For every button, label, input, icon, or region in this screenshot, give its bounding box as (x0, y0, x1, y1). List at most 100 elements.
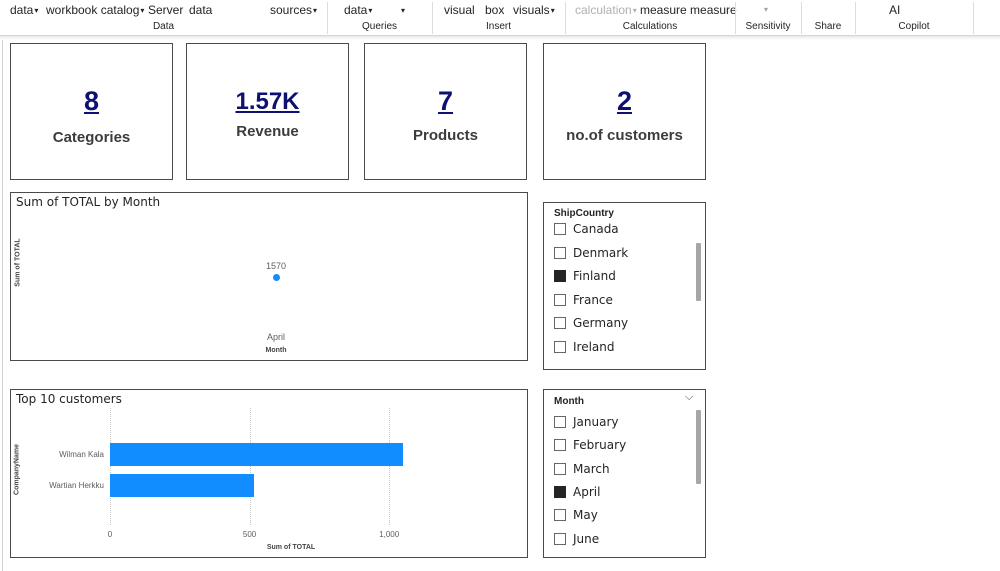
ribbon-shadow (0, 36, 1000, 40)
slicer-item-label: Denmark (573, 245, 629, 260)
chevron-down-icon: ▾ (550, 6, 555, 15)
checkbox-icon[interactable] (554, 317, 566, 329)
x-tick-label: April (266, 332, 285, 342)
ribbon-group-data: Data (152, 21, 175, 32)
chevron-down-icon: ▾ (34, 6, 39, 15)
chevron-down-icon[interactable]: ⌵ (685, 391, 694, 403)
checkbox-checked-icon[interactable] (554, 270, 566, 282)
ribbon-separator (735, 2, 736, 34)
chevron-down-icon: ▾ (313, 6, 318, 15)
shipcountry-slicer[interactable]: ShipCountry Canada Denmark Finland France Ge… (543, 202, 706, 370)
y-axis-label: CompanyName (13, 444, 21, 495)
card-value: 1.57K (235, 88, 300, 115)
ribbon-group-queries: Queries (361, 21, 397, 32)
slicer-item-label: Germany (573, 316, 629, 330)
ribbon-separator (327, 2, 328, 34)
ribbon-enter-data-button[interactable]: data (189, 3, 213, 17)
slicer-item-label: Canada (573, 222, 619, 236)
slicer-scrollbar[interactable] (696, 410, 701, 484)
ribbon-group-insert: Insert (485, 21, 511, 32)
x-axis-label: Month (265, 347, 287, 354)
chevron-down-icon: ▾ (140, 6, 145, 15)
card-categories[interactable]: 8 Categories (10, 43, 173, 180)
x-tick-label: 0 (107, 530, 113, 539)
slicer-scrollbar[interactable] (696, 243, 701, 301)
checkbox-checked-icon[interactable] (554, 485, 566, 498)
card-customers[interactable]: 2 no.of customers (543, 43, 706, 180)
card-label: Products (412, 127, 478, 144)
ribbon-separator (432, 2, 433, 34)
card-value: 8 (83, 86, 100, 116)
slicer-item-label: April (573, 484, 601, 499)
ribbon-group-sensitivity: Sensitivity (745, 21, 791, 32)
slicer-title: Month (554, 396, 584, 407)
card-value: 2 (616, 86, 633, 116)
chevron-down-icon: ▾ (632, 6, 637, 15)
checkbox-icon[interactable] (554, 416, 566, 428)
month-chart[interactable]: Sum of TOTAL by Month Sum of TOTAL 1570 … (10, 192, 528, 361)
gridline (249, 408, 251, 525)
ribbon-text-box-button[interactable]: box (485, 3, 505, 17)
gridline (389, 408, 391, 525)
ribbon-group-share: Share (814, 21, 842, 32)
checkbox-icon[interactable] (554, 532, 566, 545)
slicer-item-label: March (573, 461, 610, 476)
chart-title: Top 10 customers (16, 392, 122, 406)
slicer-item-label: January (573, 415, 619, 429)
checkbox-icon[interactable] (554, 223, 566, 235)
card-label: Revenue (236, 123, 299, 140)
slicer-item-label: Ireland (573, 339, 615, 354)
slicer-item-label: February (573, 438, 627, 453)
checkbox-icon[interactable] (554, 509, 566, 522)
checkbox-icon[interactable] (554, 293, 566, 306)
sensitivity-dropdown-icon[interactable]: ▾ (764, 5, 769, 14)
ribbon-more-visuals-button[interactable]: visuals▾ (513, 3, 555, 17)
slicer-item-label: France (573, 292, 613, 307)
x-tick-label: 1,000 (379, 530, 400, 539)
chevron-down-icon: ▾ (401, 6, 406, 15)
ribbon-transform-data-button[interactable]: data▾ (344, 3, 373, 17)
chart-title: Sum of TOTAL by Month (16, 195, 161, 209)
ribbon-new-calculation-button[interactable]: calculation▾ (575, 3, 637, 17)
data-label: 1570 (265, 261, 287, 271)
gridline (110, 408, 111, 525)
ribbon-measure-buttons[interactable]: measure measure (640, 3, 737, 17)
x-tick-label: 500 (242, 530, 257, 539)
ribbon-refresh-dropdown[interactable]: ▾ (400, 3, 405, 18)
ribbon: data▾ workbook catalog▾ Server data sour… (0, 0, 1000, 36)
data-point[interactable] (273, 274, 280, 281)
slicer-item-label: June (573, 531, 600, 546)
customers-chart[interactable]: Top 10 customers CompanyName 0 500 1,000 Wi… (10, 389, 528, 558)
ribbon-recent-sources-button[interactable]: sources▾ (270, 3, 318, 17)
checkbox-icon[interactable] (554, 439, 566, 452)
slicer-item-label: Finland (573, 269, 616, 283)
y-tick-label: Wilman Kala (59, 450, 104, 459)
bar[interactable] (110, 443, 404, 466)
ribbon-group-copilot: Copilot (898, 21, 930, 32)
ribbon-copilot-button[interactable]: AI (889, 3, 901, 17)
ribbon-excel-workbook-button[interactable]: workbook catalog▾ (46, 3, 145, 17)
x-axis-label: Sum of TOTAL (266, 544, 316, 551)
card-label: Categories (52, 129, 131, 146)
ribbon-get-data-button[interactable]: data▾ (10, 3, 39, 17)
ribbon-separator (855, 2, 856, 34)
checkbox-icon[interactable] (554, 462, 566, 475)
slicer-item-label: May (573, 508, 598, 523)
month-slicer[interactable]: Month ⌵ January February March April May June (543, 389, 706, 558)
checkbox-icon[interactable] (554, 340, 566, 353)
card-products[interactable]: 7 Products (364, 43, 527, 180)
ribbon-separator (973, 2, 974, 34)
ribbon-group-calculations: Calculations (622, 21, 678, 32)
chevron-down-icon: ▾ (368, 6, 373, 15)
card-revenue[interactable]: 1.57K Revenue (186, 43, 349, 180)
ribbon-sql-server-button[interactable]: Server (148, 3, 184, 17)
bar[interactable] (110, 474, 254, 497)
ribbon-separator (801, 2, 802, 34)
slicer-title: ShipCountry (554, 208, 614, 219)
ribbon-separator (565, 2, 566, 34)
ribbon-new-visual-button[interactable]: visual (444, 3, 475, 17)
checkbox-icon[interactable] (554, 246, 566, 259)
card-value: 7 (437, 86, 454, 116)
canvas-edge (2, 40, 3, 571)
y-axis-label: Sum of TOTAL (14, 238, 22, 287)
